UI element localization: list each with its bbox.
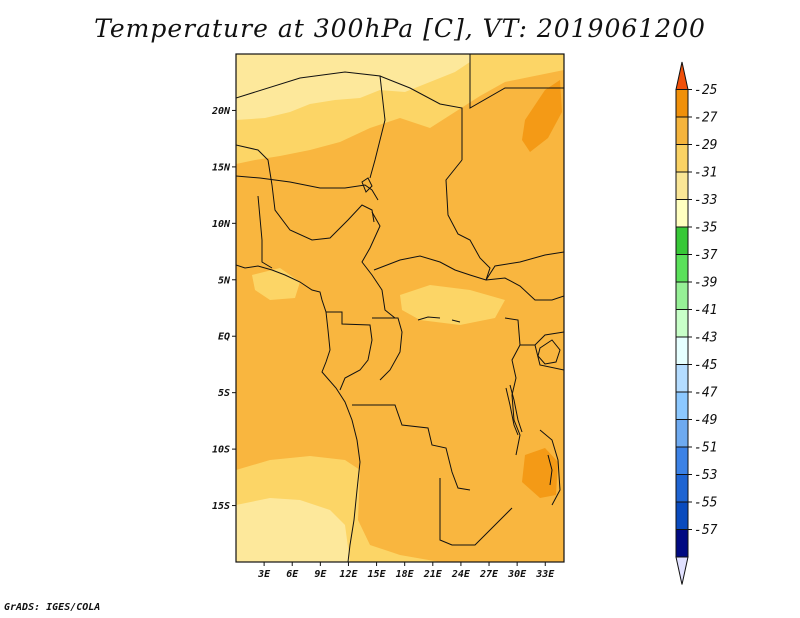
- field-east-29: [522, 80, 562, 152]
- colorbar-label: -27: [694, 111, 718, 126]
- colorbar-label: -31: [694, 166, 717, 181]
- colorbar-swatch: [675, 474, 689, 503]
- lake-chad: [361, 177, 373, 193]
- border-libya-egypt: [379, 75, 463, 160]
- colorbar-swatch: [675, 529, 689, 558]
- map-frame: [235, 53, 565, 563]
- map-boundaries: [236, 54, 564, 562]
- colorbar: -25 -27 -29 -31 -33 -35 -37 -39 -41 -43 -45 -47 -49 -…: [675, 61, 718, 585]
- colorbar-swatch: [675, 336, 689, 365]
- lon-tick-label: 27E: [479, 569, 499, 580]
- border-uganda: [520, 331, 564, 371]
- field-north-35: [236, 54, 470, 120]
- lat-tick-label: 10N: [212, 219, 231, 230]
- field-south-35: [236, 498, 350, 562]
- field-central-33-patch: [400, 285, 505, 325]
- lake-tanganyika: [505, 384, 523, 436]
- colorbar-label: -29: [694, 138, 717, 153]
- colorbar-label: -53: [694, 468, 717, 483]
- colorbar-label: -39: [694, 276, 717, 291]
- border-angola-zambia: [439, 478, 513, 546]
- lon-tick-label: 21E: [423, 569, 443, 580]
- border-niger-chad: [236, 175, 379, 201]
- colorbar-swatch: [675, 254, 689, 283]
- latitude-axis: 20N 15N 10N 5N EQ 5S 10S 15S: [211, 106, 236, 512]
- border-chad-sudan: [445, 159, 491, 281]
- lat-tick-label: 5N: [218, 275, 231, 286]
- colorbar-label: -41: [694, 303, 717, 318]
- border-drc-east: [504, 317, 521, 456]
- border-car-drc: [373, 255, 564, 301]
- border-egypt-sudan: [469, 54, 564, 109]
- lake-congo-basin: [417, 316, 461, 323]
- colorbar-label: -25: [694, 83, 718, 98]
- border-congo: [372, 317, 403, 381]
- colorbar-swatch: [675, 309, 689, 338]
- border-cameroon-gabon: [326, 311, 373, 391]
- colorbar-swatch: [675, 281, 689, 310]
- colorbar-swatch: [675, 364, 689, 393]
- colorbar-label: -37: [694, 248, 718, 263]
- coastline: [236, 264, 361, 562]
- lon-tick-label: 9E: [314, 569, 327, 580]
- lon-tick-label: 30E: [507, 569, 527, 580]
- lat-tick-label: 5S: [218, 388, 230, 399]
- colorbar-label: -49: [694, 413, 717, 428]
- colorbar-swatch: [675, 171, 689, 200]
- border-tanzania-mozambique: [539, 429, 561, 506]
- colorbar-swatch: [675, 116, 689, 145]
- lon-tick-label: 18E: [396, 569, 415, 580]
- lat-tick-label: 10S: [212, 445, 230, 456]
- lat-tick-label: EQ: [218, 332, 230, 343]
- lon-tick-label: 3E: [257, 569, 271, 580]
- colorbar-swatch: [675, 199, 689, 228]
- lon-tick-label: 12E: [339, 569, 358, 580]
- colorbar-bottom-triangle: [675, 556, 689, 585]
- colorbar-label: -55: [694, 496, 718, 511]
- lon-tick-label: 6E: [286, 569, 299, 580]
- lon-tick-label: 33E: [535, 569, 555, 580]
- colorbar-label: -33: [694, 193, 717, 208]
- lat-tick-label: 20N: [211, 106, 231, 117]
- grads-credit: GrADS: IGES/COLA: [4, 602, 101, 613]
- lon-tick-label: 15E: [368, 569, 387, 580]
- temperature-field: [236, 54, 564, 562]
- colorbar-label: -57: [694, 523, 718, 538]
- colorbar-label: -51: [694, 441, 717, 456]
- border-cameroon-car: [361, 211, 396, 319]
- colorbar-top-triangle: [675, 61, 689, 90]
- colorbar-swatch: [675, 446, 689, 475]
- longitude-axis: 3E 6E 9E 12E 15E 18E 21E 24E 27E 30E 33E: [257, 562, 555, 580]
- border-nigeria: [257, 184, 375, 269]
- border-sudan-southsudan: [485, 251, 564, 281]
- border-drc-angola: [352, 404, 471, 491]
- colorbar-label: -47: [694, 386, 718, 401]
- lake-malawi: [547, 454, 553, 486]
- lon-tick-label: 24E: [451, 569, 471, 580]
- border-mali: [236, 144, 273, 186]
- colorbar-swatch: [675, 144, 689, 173]
- lat-tick-label: 15N: [212, 162, 231, 173]
- colorbar-swatch: [675, 501, 689, 530]
- colorbar-swatch: [675, 226, 689, 255]
- map-title: Temperature at 300hPa [C], VT: 201906120…: [94, 14, 706, 43]
- colorbar-swatch: [675, 89, 689, 118]
- colorbar-swatch: [675, 419, 689, 448]
- lat-tick-label: 15S: [212, 501, 230, 512]
- lake-victoria: [537, 339, 561, 365]
- colorbar-label: -43: [694, 331, 717, 346]
- colorbar-label: -35: [694, 221, 718, 236]
- colorbar-swatch: [675, 391, 689, 420]
- colorbar-label: -45: [694, 358, 718, 373]
